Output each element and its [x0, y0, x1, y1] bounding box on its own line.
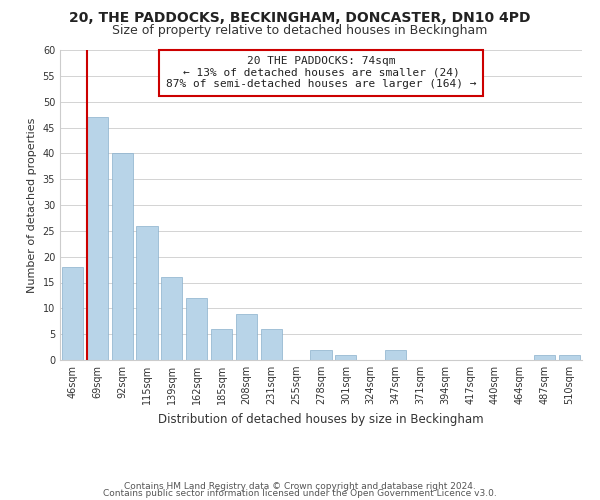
Text: Contains public sector information licensed under the Open Government Licence v3: Contains public sector information licen… [103, 489, 497, 498]
Text: 20, THE PADDOCKS, BECKINGHAM, DONCASTER, DN10 4PD: 20, THE PADDOCKS, BECKINGHAM, DONCASTER,… [69, 11, 531, 25]
Bar [310, 350, 332, 360]
Bar [211, 329, 232, 360]
Bar [261, 329, 282, 360]
Bar [186, 298, 207, 360]
Bar [62, 267, 83, 360]
Bar [559, 355, 580, 360]
Text: 20 THE PADDOCKS: 74sqm
← 13% of detached houses are smaller (24)
87% of semi-det: 20 THE PADDOCKS: 74sqm ← 13% of detached… [166, 56, 476, 90]
Bar [87, 117, 108, 360]
Bar [136, 226, 158, 360]
Bar [335, 355, 356, 360]
Bar [534, 355, 555, 360]
Bar [161, 278, 182, 360]
Text: Contains HM Land Registry data © Crown copyright and database right 2024.: Contains HM Land Registry data © Crown c… [124, 482, 476, 491]
Bar [236, 314, 257, 360]
Bar [112, 154, 133, 360]
Text: Size of property relative to detached houses in Beckingham: Size of property relative to detached ho… [112, 24, 488, 37]
Bar [385, 350, 406, 360]
X-axis label: Distribution of detached houses by size in Beckingham: Distribution of detached houses by size … [158, 412, 484, 426]
Y-axis label: Number of detached properties: Number of detached properties [27, 118, 37, 292]
